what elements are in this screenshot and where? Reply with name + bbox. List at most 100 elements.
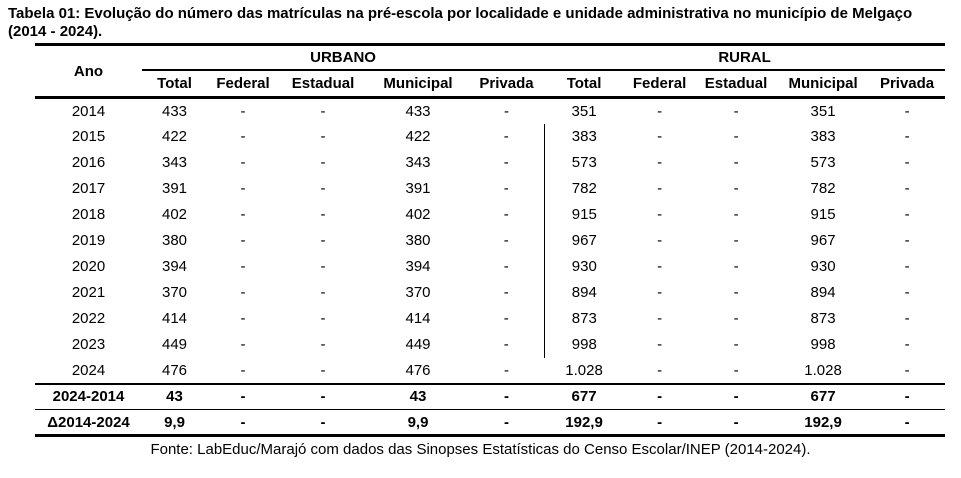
data-cell: - [733,180,739,197]
data-cell: - [733,154,739,171]
data-cell: - [657,102,663,120]
year-cell: 2024-2014 [35,383,142,410]
col-header-rural-total: Total [544,69,625,99]
year-cell: 2020 [71,258,106,275]
summary-row: Δ2014-2024 9,9 - - 9,9 - 192,9 - - 192,9 - [35,410,945,436]
col-header-urbano-total: Total [142,69,207,99]
data-cell: - [504,413,510,431]
data-cell: 677 [777,383,870,410]
data-cell: 422 [161,128,188,145]
sub-header-row: Total Federal Estadual Municipal Privada… [35,69,946,99]
data-cell: - [733,206,739,223]
table-row: 2021 370 - - 370 - 894 - - 894 - [35,279,945,306]
col-header-urbano-federal: Federal [207,69,279,99]
data-cell: - [733,310,739,327]
year-cell: 2017 [71,180,106,197]
data-cell: - [240,128,246,145]
data-cell: 343 [405,154,431,171]
data-cell: - [904,284,910,301]
data-cell: 1.028 [544,357,625,385]
year-cell: 2024 [35,357,142,385]
data-cell: - [320,102,326,120]
data-cell: - [504,102,510,120]
data-cell: 782 [810,180,836,197]
data-cell: - [503,206,509,223]
table-row: 2016 343 - - 343 - 573 - - 573 - [35,149,945,176]
data-cell: - [904,154,910,171]
page: Tabela 01: Evolução do número das matríc… [8,5,946,458]
year-cell: 2019 [71,232,106,249]
data-cell: - [904,102,910,120]
data-cell: 449 [405,336,431,353]
data-cell: 383 [810,128,836,145]
data-cell: 573 [810,154,836,171]
data-cell: - [320,284,326,301]
summary-row: 2024-2014 43- -43-677- -677- [35,383,946,410]
data-cell: - [733,413,739,431]
data-cell: 998 [543,331,625,358]
col-header-rural-privada: Privada [869,69,946,99]
data-cell: 192,9 [565,413,603,431]
col-header-rural-federal: Federal [624,69,696,99]
data-cell: 391 [405,180,431,197]
table-row: 2023 449 - - 449 - 998 - - 998 - [35,331,945,358]
data-cell: 380 [161,232,188,249]
data-cell: - [869,383,946,410]
data-cell: - [657,154,663,171]
data-cell: - [624,357,696,385]
group-header-row: Ano URBANO RURAL [35,44,946,99]
data-cell: - [469,357,545,385]
col-header-rural-municipal: Municipal [777,69,870,99]
col-header-urbano-privada: Privada [469,69,545,99]
table-title: Tabela 01: Evolução do número das matríc… [8,5,913,40]
year-cell: 2021 [71,284,106,301]
data-cell: - [733,284,739,301]
table-row: 2019 380 - - 380 - 967 - - 967 - [35,227,945,254]
data-cell: - [240,102,246,120]
data-cell: 402 [161,206,188,223]
data-cell: 967 [543,227,625,254]
data-cell: - [320,413,326,431]
data-cell: - [240,180,246,197]
year-cell: Δ2014-2024 [47,413,130,431]
enrollment-table: Ano URBANO RURAL Total Federal Estadual … [35,43,946,437]
data-cell: 677 [544,383,625,410]
data-cell: 43 [142,383,207,410]
data-cell: - [469,383,545,410]
data-cell: - [240,154,246,171]
data-cell: - [320,258,326,275]
data-cell: - [240,336,246,353]
data-cell: - [207,357,279,385]
data-cell: 915 [543,201,625,228]
data-cell: 433 [161,102,188,120]
data-cell: - [657,232,663,249]
data-cell: - [240,232,246,249]
data-cell: - [240,310,246,327]
data-cell: - [657,310,663,327]
data-cell: - [904,310,910,327]
data-cell: - [657,258,663,275]
data-cell: 1.028 [777,357,870,385]
data-cell: - [240,413,246,431]
year-cell: 2018 [71,206,106,223]
data-cell: - [320,180,326,197]
group-header-rural: RURAL [544,44,946,71]
data-cell: - [904,413,910,431]
data-cell: 402 [405,206,431,223]
year-cell: 2023 [71,336,106,353]
col-header-ano: Ano [35,44,142,99]
year-cell: 2022 [71,310,106,327]
data-cell: - [733,102,739,120]
data-cell: 370 [405,284,431,301]
data-cell: - [279,383,367,410]
data-cell: 391 [161,180,188,197]
data-cell: - [320,310,326,327]
data-cell: - [657,206,663,223]
data-cell: - [904,232,910,249]
data-cell: - [503,310,509,327]
data-cell: - [320,336,326,353]
col-header-rural-estadual: Estadual [695,69,778,99]
data-cell: - [320,206,326,223]
col-header-urbano-estadual: Estadual [279,69,367,99]
data-cell: - [657,336,663,353]
